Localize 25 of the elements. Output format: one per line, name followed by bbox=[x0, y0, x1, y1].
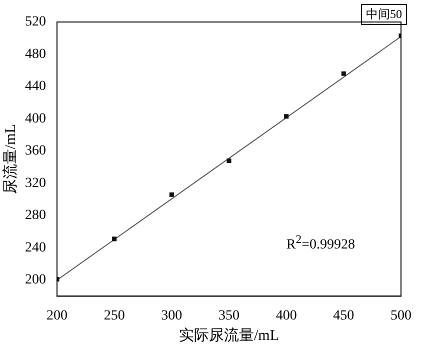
annotation: R$^{2}$=0.99928 bbox=[286, 233, 355, 254]
x-tick-label: 200 bbox=[46, 308, 68, 324]
y-tick-label: 440 bbox=[25, 79, 46, 94]
y-tick-label: 280 bbox=[25, 208, 46, 224]
y-tick-label: 320 bbox=[25, 176, 46, 191]
y-tick-label: 520 bbox=[25, 14, 46, 30]
y-tick-label: 400 bbox=[25, 111, 46, 126]
x-tick-label: 400 bbox=[276, 308, 297, 324]
y-tick-label: 480 bbox=[25, 46, 46, 62]
text: 中间50 bbox=[361, 4, 407, 25]
x-axis-title: 实际尿流量/mL bbox=[179, 326, 279, 344]
x-tick-label: 300 bbox=[161, 308, 182, 324]
y-tick-label: 200 bbox=[25, 272, 46, 288]
x-tick-label: 250 bbox=[104, 308, 125, 324]
point bbox=[226, 158, 232, 163]
x-tick-label: 350 bbox=[218, 308, 240, 324]
y-tick-label: 240 bbox=[25, 240, 46, 256]
point bbox=[112, 236, 117, 242]
point bbox=[284, 114, 289, 119]
y-axis-title: 尿流量/mL bbox=[2, 124, 19, 194]
x-tick-label: 450 bbox=[333, 308, 354, 324]
point bbox=[341, 71, 346, 76]
y-tick-label: 360 bbox=[25, 144, 46, 159]
x-tick-label: 500 bbox=[390, 308, 412, 324]
point bbox=[169, 192, 174, 197]
